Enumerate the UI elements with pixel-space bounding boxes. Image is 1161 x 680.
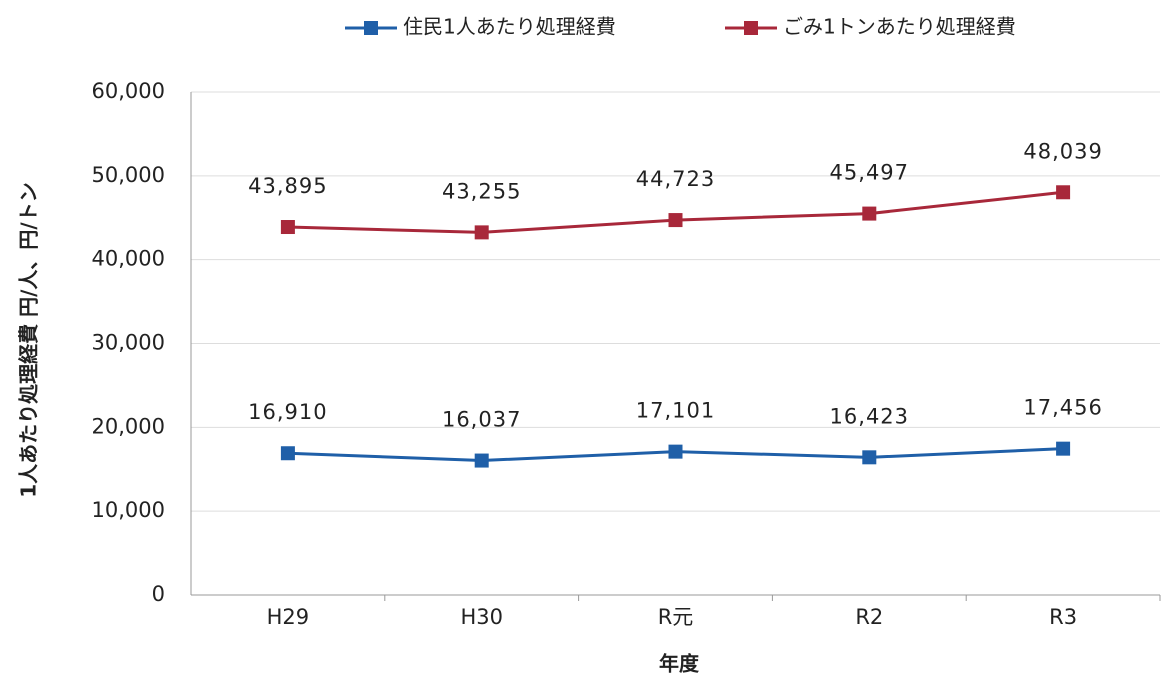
x-tick-label: H29 xyxy=(267,605,310,629)
data-label: 43,895 xyxy=(248,174,327,198)
data-label: 45,497 xyxy=(830,161,909,185)
data-label: 17,101 xyxy=(636,399,715,423)
marker xyxy=(862,206,877,221)
marker xyxy=(474,225,489,240)
data-label: 48,039 xyxy=(1023,139,1102,163)
data-label: 16,037 xyxy=(442,408,521,432)
marker xyxy=(862,450,877,465)
legend-label: ごみ1トンあたり処理経費 xyxy=(783,15,1016,39)
legend-marker xyxy=(364,21,378,35)
x-tick-label: R2 xyxy=(855,605,883,629)
y-tick-label: 60,000 xyxy=(92,79,165,103)
data-label: 44,723 xyxy=(636,167,715,191)
x-axis-label: 年度 xyxy=(659,652,700,676)
marker xyxy=(280,446,295,461)
data-label: 17,456 xyxy=(1023,396,1102,420)
y-tick-label: 40,000 xyxy=(92,247,165,271)
y-tick-label: 30,000 xyxy=(92,331,165,355)
x-tick-label: R元 xyxy=(658,605,694,629)
marker xyxy=(474,453,489,468)
y-tick-label: 0 xyxy=(152,582,165,606)
y-tick-label: 10,000 xyxy=(92,498,165,522)
y-tick-label: 50,000 xyxy=(92,163,165,187)
marker xyxy=(1056,441,1071,456)
x-tick-label: R3 xyxy=(1049,605,1077,629)
legend-marker xyxy=(744,21,758,35)
y-axis-label: 1人あたり処理経費 円/人、円/トン xyxy=(17,182,41,498)
y-tick-label: 20,000 xyxy=(92,414,165,438)
data-label: 16,423 xyxy=(830,404,909,428)
marker xyxy=(668,444,683,459)
data-label: 43,255 xyxy=(442,179,521,203)
x-tick-label: H30 xyxy=(460,605,503,629)
marker xyxy=(280,220,295,235)
data-label: 16,910 xyxy=(248,400,327,424)
marker xyxy=(668,213,683,228)
legend-label: 住民1人あたり処理経費 xyxy=(403,15,616,39)
marker xyxy=(1056,185,1071,200)
